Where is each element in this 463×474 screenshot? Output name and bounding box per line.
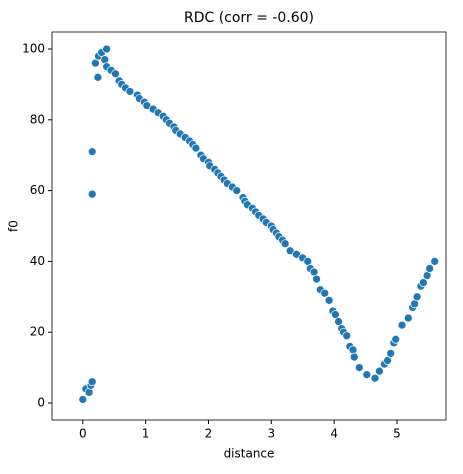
point (87, 377, 97, 387)
point (391, 334, 401, 344)
y-tick-label: 100 (22, 41, 45, 55)
point (403, 313, 413, 323)
point (383, 356, 392, 365)
point (331, 310, 340, 319)
point (412, 292, 422, 302)
plot-frame (51, 31, 447, 421)
x-tick-label: 2 (205, 427, 213, 441)
point (87, 189, 97, 199)
point (397, 320, 407, 330)
point (334, 317, 343, 326)
point (349, 352, 359, 362)
y-tick-label: 20 (30, 325, 45, 339)
x-tick-label: 1 (142, 427, 150, 441)
point (191, 143, 201, 153)
y-tick-label: 60 (30, 183, 45, 197)
point (91, 58, 100, 68)
point (84, 388, 94, 397)
point (354, 363, 364, 372)
point (78, 395, 88, 404)
point (348, 345, 358, 355)
point (370, 373, 380, 383)
point (312, 274, 321, 284)
y-tick-label: 0 (37, 396, 45, 410)
point (232, 186, 242, 195)
point (342, 331, 352, 341)
x-tick-label: 5 (393, 427, 401, 441)
point (419, 278, 428, 287)
point (375, 366, 384, 376)
y-axis-label: f0 (7, 220, 21, 232)
y-tick-label: 40 (30, 254, 45, 268)
point (87, 147, 97, 157)
point (100, 55, 110, 64)
point (125, 87, 135, 96)
point (102, 44, 112, 54)
point (320, 288, 330, 298)
point (386, 349, 396, 358)
y-tick-label: 80 (30, 112, 45, 126)
x-tick-label: 3 (267, 427, 275, 441)
point (93, 72, 103, 82)
point (280, 239, 290, 249)
point (111, 69, 120, 79)
point (362, 370, 372, 380)
x-axis-label: distance (224, 447, 275, 461)
x-tick-label: 4 (330, 427, 338, 441)
point (324, 295, 334, 305)
x-tick-label: 0 (79, 427, 87, 441)
point (425, 264, 435, 273)
chart-title: RDC (corr = -0.60) (184, 10, 314, 26)
point (430, 257, 440, 266)
